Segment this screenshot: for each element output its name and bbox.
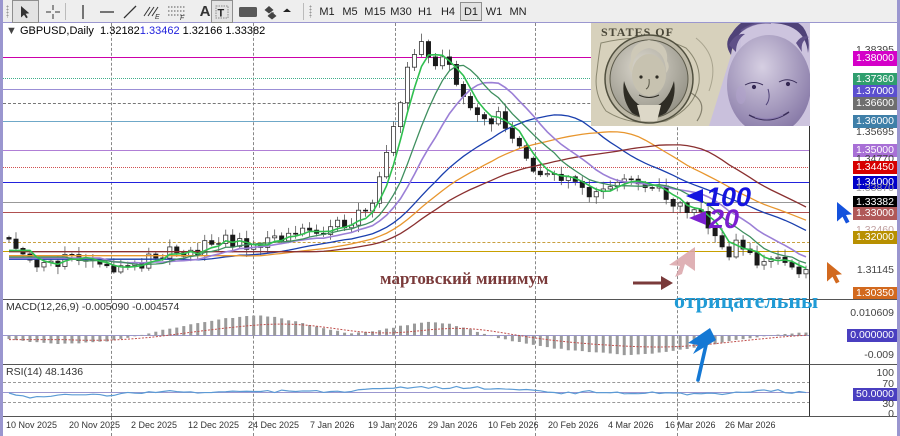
- svg-text:F: F: [180, 15, 185, 20]
- svg-text:20: 20: [708, 204, 739, 234]
- svg-text:E: E: [155, 14, 160, 20]
- svg-text:T: T: [218, 7, 225, 19]
